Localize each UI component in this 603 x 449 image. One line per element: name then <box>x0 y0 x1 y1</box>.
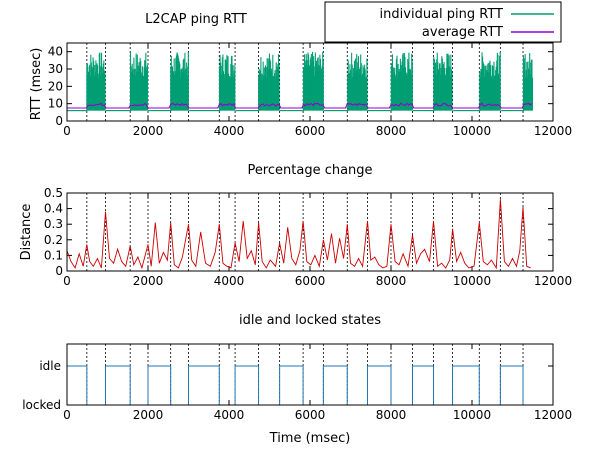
y-category-label: idle <box>39 359 61 373</box>
x-tick-label: 2000 <box>133 274 164 288</box>
legend-label-average: average RTT <box>422 25 503 40</box>
y-tick-label: 0.1 <box>44 248 63 262</box>
series-state <box>67 365 524 406</box>
y-tick-label: 30 <box>48 62 63 76</box>
panel-3-title: idle and locked states <box>239 313 381 328</box>
panel-rtt: L2CAP ping RTT 0 2000 4000 6000 8000 10000 120… <box>29 1 572 138</box>
x-tick-label: 6000 <box>295 274 326 288</box>
panel-2-title: Percentage change <box>247 163 372 178</box>
series-individual-rtt <box>67 51 534 112</box>
panel-2-marks: 0 2000 4000 6000 8000 10000 1200000.10.20.30.4… <box>44 186 572 288</box>
x-tick-label: 2000 <box>133 124 164 138</box>
x-tick-label: 6000 <box>295 408 326 422</box>
panel-3-xlabel: Time (msec) <box>269 431 351 446</box>
x-tick-label: 0 <box>63 408 71 422</box>
y-tick-label: 0.3 <box>44 217 63 231</box>
panel-2-ylabel: Distance <box>19 204 34 261</box>
x-tick-label: 4000 <box>214 124 245 138</box>
panel-states: idle and locked states 0 2000 4000 6000 8000… <box>22 313 572 446</box>
y-category-label: locked <box>22 398 61 412</box>
x-tick-label: 4000 <box>214 408 245 422</box>
x-tick-label: 12000 <box>534 124 572 138</box>
x-tick-label: 10000 <box>453 408 491 422</box>
x-tick-label: 0 <box>63 274 71 288</box>
x-tick-label: 10000 <box>453 124 491 138</box>
panel-2-frame <box>66 192 554 272</box>
x-tick-label: 12000 <box>534 408 572 422</box>
x-tick-label: 8000 <box>376 124 407 138</box>
series-average-rtt <box>67 102 533 109</box>
y-tick-label: 0.2 <box>44 233 63 247</box>
y-tick-label: 0 <box>55 114 63 128</box>
x-tick-label: 10000 <box>453 274 491 288</box>
y-tick-label: 0.4 <box>44 202 63 216</box>
x-tick-label: 0 <box>63 124 71 138</box>
panel-3-marks: 0 2000 4000 6000 8000 10000 12000 idle locked <box>22 344 572 422</box>
x-tick-label: 6000 <box>295 124 326 138</box>
y-tick-label: 20 <box>48 79 63 93</box>
panel-3-frame <box>66 343 554 406</box>
series-percentage-change <box>66 199 531 270</box>
x-tick-label: 8000 <box>376 274 407 288</box>
x-tick-label: 4000 <box>214 274 245 288</box>
y-tick-label: 0.5 <box>44 186 63 200</box>
legend: individual ping RTT average RTT <box>324 1 562 43</box>
panel-percentage: Percentage change 0 2000 4000 6000 8000 10000… <box>19 163 572 288</box>
legend-label-individual: individual ping RTT <box>380 7 504 22</box>
legend-box <box>324 1 562 43</box>
panel-1-title: L2CAP ping RTT <box>145 12 247 27</box>
y-tick-label: 40 <box>48 45 63 59</box>
y-tick-label: 10 <box>48 97 63 111</box>
x-tick-label: 12000 <box>534 274 572 288</box>
panel-1-frame <box>66 42 554 122</box>
panel-1-ylabel: RTT (msec) <box>29 48 44 121</box>
x-tick-label: 8000 <box>376 408 407 422</box>
y-tick-label: 0 <box>55 264 63 278</box>
x-tick-label: 2000 <box>133 408 164 422</box>
